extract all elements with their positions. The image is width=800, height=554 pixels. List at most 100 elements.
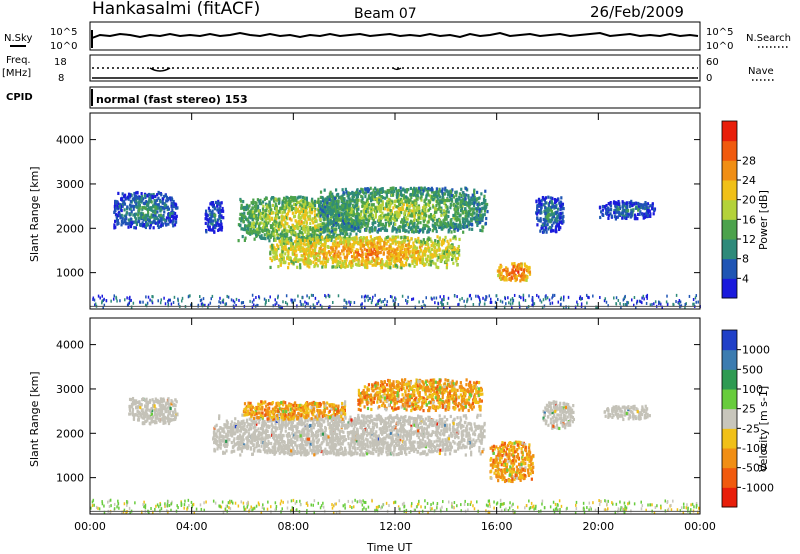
scatter-cell [370, 248, 373, 252]
noise-cell [374, 293, 376, 297]
scatter-cell [319, 234, 322, 239]
scatter-cell [264, 223, 267, 228]
noise-cell [489, 297, 492, 301]
scatter-cell [410, 195, 413, 199]
noise-cell [479, 300, 481, 304]
scatter-cell [421, 187, 424, 191]
nsearch-label: N.Search [746, 33, 791, 44]
scatter-cell [389, 202, 393, 206]
scatter-cell [474, 217, 477, 222]
noise-cell [233, 300, 236, 304]
noise-cell [626, 303, 628, 307]
scatter-cell [269, 256, 272, 261]
scatter-cell [308, 217, 312, 221]
scatter-cell [320, 243, 324, 247]
scatter-cell [258, 201, 261, 205]
noise-cell [364, 305, 366, 309]
scatter-cell [354, 262, 358, 266]
scatter-cell [454, 237, 457, 241]
scatter-cell [318, 255, 321, 259]
scatter-cell [425, 259, 429, 264]
scatter-cell [458, 220, 462, 224]
scatter-cell [444, 235, 447, 240]
noise-cell [642, 294, 645, 298]
scatter-cell [376, 247, 379, 252]
scatter-cell [468, 227, 471, 231]
scatter-cell [362, 263, 365, 267]
scatter-cell [340, 228, 343, 232]
scatter-cell [426, 209, 429, 213]
scatter-cell [377, 257, 380, 261]
scatter-cell [359, 239, 362, 243]
scatter-cell [359, 212, 363, 216]
scatter-cell [372, 208, 375, 212]
noise-cell [531, 298, 533, 302]
scatter-cell [318, 204, 321, 208]
scatter-cell [309, 251, 312, 255]
scatter-cell [134, 220, 137, 224]
nsky-trace [91, 31, 699, 39]
scatter-cell [300, 207, 303, 211]
scatter-cell [465, 219, 468, 223]
scatter-cell [332, 209, 335, 213]
noise-cell [678, 299, 681, 303]
scatter-cell [428, 200, 431, 204]
scatter-cell [323, 222, 326, 226]
scatter-cell [356, 263, 359, 267]
scatter-cell [220, 209, 223, 213]
scatter-cell [220, 225, 224, 229]
scatter-cell [366, 241, 369, 246]
scatter-cell [404, 216, 408, 220]
scatter-cell [388, 244, 391, 248]
scatter-cell [345, 229, 348, 234]
noise-cell [325, 295, 327, 299]
scatter-cell [271, 230, 274, 234]
scatter-cell [315, 224, 318, 228]
scatter-cell [428, 216, 431, 221]
scatter-cell [334, 246, 338, 250]
noise-cell [255, 296, 257, 300]
scatter-cell [254, 222, 257, 226]
freq-panel: 18 8 60 0 Freq. [MHz] Nave [2, 54, 776, 84]
scatter-cell [327, 211, 330, 215]
scatter-cell [339, 226, 342, 230]
scatter-cell [444, 259, 448, 263]
noise-cell [251, 305, 254, 309]
scatter-cell [394, 236, 397, 240]
scatter-cell [520, 264, 523, 268]
scatter-cell [281, 206, 284, 211]
scatter-cell [399, 252, 403, 256]
scatter-cell [364, 262, 367, 267]
scatter-cell [141, 207, 144, 211]
scatter-cell [375, 236, 378, 240]
scatter-cell [431, 223, 434, 227]
scatter-cell [527, 270, 530, 274]
noise-cell [574, 305, 577, 309]
scatter-cell [478, 216, 481, 220]
scatter-cell [348, 213, 351, 217]
noise-cell [350, 300, 352, 304]
scatter-cell [319, 239, 322, 243]
scatter-cell [311, 237, 314, 241]
scatter-cell [328, 228, 331, 233]
noise-cell [503, 305, 506, 309]
scatter-cell [375, 245, 378, 249]
scatter-cell [429, 260, 432, 264]
scatter-cell [291, 196, 294, 200]
scatter-cell [417, 216, 420, 220]
scatter-cell [478, 196, 481, 200]
noise-cell [102, 298, 105, 302]
scatter-cell [444, 188, 447, 192]
scatter-cell [409, 209, 412, 213]
scatter-cell [116, 219, 119, 223]
scatter-cell [389, 264, 392, 268]
scatter-cell [153, 211, 157, 215]
scatter-cell [456, 211, 459, 216]
scatter-cell [440, 243, 444, 247]
scatter-cell [345, 201, 348, 205]
scatter-cell [346, 240, 350, 244]
scatter-cell [405, 256, 408, 260]
scatter-cell [453, 247, 456, 251]
scatter-cell [365, 209, 368, 214]
scatter-cell [513, 275, 517, 280]
